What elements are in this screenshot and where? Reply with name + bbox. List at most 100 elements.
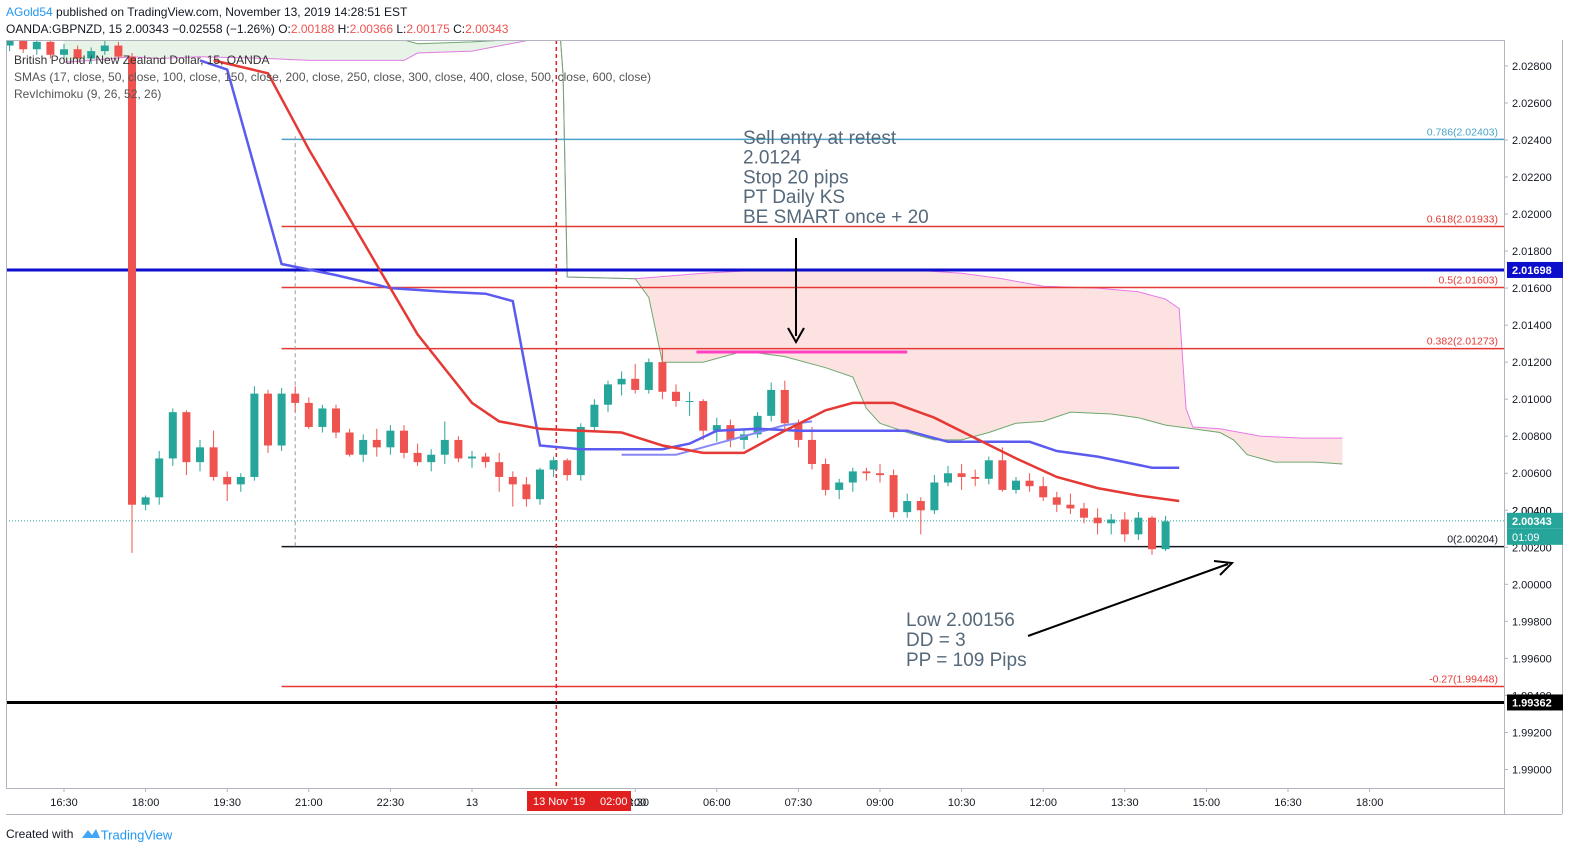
annotation-line: Stop 20 pips bbox=[743, 167, 849, 188]
time-tick-label: 09:00 bbox=[866, 797, 894, 809]
candle-body bbox=[672, 391, 680, 402]
candle-body bbox=[495, 462, 504, 477]
current-price-label: 2.00343 bbox=[1507, 512, 1563, 529]
sma-red-line bbox=[213, 59, 1180, 503]
candle-body bbox=[73, 49, 82, 59]
price-axis: 2.02800 2.02600 2.02400 2.02200 2.02000 2.018… bbox=[1504, 61, 1563, 776]
candle bbox=[780, 380, 789, 429]
level-price-label: 1.99362 bbox=[1507, 694, 1563, 711]
symbol-name[interactable]: OANDA:GBPNZD, 15 bbox=[6, 22, 123, 36]
candle-body bbox=[87, 51, 96, 59]
candle-body bbox=[536, 469, 544, 500]
price-change: −0.02558 (−1.26%) bbox=[172, 22, 275, 36]
candle-body bbox=[196, 447, 204, 463]
tradingview-logo-icon bbox=[81, 827, 101, 842]
candle-body bbox=[1161, 521, 1170, 550]
time-tick-label: 22:30 bbox=[377, 797, 405, 809]
price-label-text: 1.99362 bbox=[1512, 697, 1552, 709]
smas-legend[interactable]: SMAs (17, close, 50, close, 100, close, … bbox=[14, 70, 652, 84]
candle-body bbox=[6, 40, 14, 46]
candle bbox=[345, 428, 354, 457]
candle bbox=[1120, 512, 1129, 542]
candle bbox=[468, 451, 476, 468]
candle-body bbox=[318, 408, 327, 427]
price-tick-label: 2.01600 bbox=[1512, 283, 1552, 295]
instrument-legend[interactable]: British Pound / New Zealand Dollar, 15, … bbox=[14, 53, 270, 67]
candle-body bbox=[658, 362, 667, 392]
early-cloud-top-line bbox=[402, 40, 515, 45]
price-tick-label: 2.02800 bbox=[1512, 61, 1552, 73]
candle bbox=[209, 430, 218, 481]
candle-body bbox=[576, 426, 585, 476]
candle bbox=[1039, 476, 1048, 502]
candle bbox=[359, 434, 368, 463]
price-tick-label: 2.02600 bbox=[1512, 98, 1552, 110]
candle bbox=[1161, 515, 1170, 552]
candle-body bbox=[264, 393, 272, 446]
candle bbox=[930, 475, 939, 514]
candle-body bbox=[549, 460, 558, 470]
arrow-up-line bbox=[1027, 563, 1229, 637]
candle-body bbox=[359, 439, 368, 455]
candle bbox=[726, 419, 735, 448]
candle bbox=[617, 371, 626, 396]
early-cloud bbox=[64, 40, 531, 63]
annotation-line: BE SMART once + 20 bbox=[743, 207, 929, 228]
candle bbox=[984, 456, 993, 485]
sma-blue-line bbox=[199, 59, 1180, 469]
arrow-down-icon bbox=[787, 327, 805, 345]
candle-body bbox=[508, 476, 517, 485]
candle bbox=[590, 399, 599, 433]
level-price-label: 2.01698 bbox=[1507, 261, 1563, 278]
time-tick-label: 18:00 bbox=[1356, 797, 1384, 809]
price-label-box bbox=[1507, 261, 1563, 278]
cursor-date-text: 13 Nov '19 bbox=[533, 796, 585, 808]
price-tick-label: 1.99200 bbox=[1512, 727, 1552, 739]
last-price: 2.00343 bbox=[125, 22, 169, 36]
fib-level-label: 0.786(2.02403) bbox=[1427, 126, 1498, 138]
author-link[interactable]: AGold54 bbox=[6, 5, 53, 19]
candle-body bbox=[304, 402, 313, 427]
candle-body bbox=[46, 41, 55, 55]
candle-body bbox=[128, 56, 136, 505]
candle-body bbox=[468, 456, 476, 459]
price-tick-label: 1.99600 bbox=[1512, 653, 1552, 665]
annotation-line: DD = 3 bbox=[906, 630, 966, 651]
candle bbox=[372, 428, 381, 457]
candle bbox=[604, 380, 612, 413]
price-label-text: 2.00343 bbox=[1512, 516, 1552, 528]
high-label: H: bbox=[337, 22, 350, 36]
time-tick-label: 13 bbox=[466, 797, 478, 809]
candle-body bbox=[984, 460, 993, 479]
plot-area: 0.786(2.02403) 0.618(2.01933) 0.5(2.01603)… bbox=[6, 40, 1504, 788]
candle bbox=[128, 52, 136, 553]
candle-body bbox=[685, 401, 694, 403]
price-tick-label: 2.00600 bbox=[1512, 468, 1552, 480]
candle bbox=[277, 388, 286, 452]
candle bbox=[46, 40, 55, 59]
candle bbox=[522, 476, 531, 507]
candle-body bbox=[1148, 517, 1156, 550]
candle-body bbox=[372, 439, 381, 448]
fib-level-label: 0.618(2.01933) bbox=[1427, 213, 1498, 225]
price-tick-label: 2.01400 bbox=[1512, 320, 1552, 332]
candle bbox=[400, 425, 408, 459]
candle-body bbox=[345, 432, 354, 455]
candle-body bbox=[60, 49, 68, 55]
ichimoku-legend[interactable]: RevIchimoku (9, 26, 52, 26) bbox=[14, 87, 162, 101]
tradingview-brand[interactable]: TradingView bbox=[100, 827, 173, 843]
low-label: L: bbox=[396, 22, 407, 36]
price-label-text: 2.01698 bbox=[1512, 265, 1552, 277]
candle bbox=[767, 382, 776, 422]
candle-body bbox=[277, 393, 286, 446]
candle-body bbox=[100, 45, 109, 52]
candle bbox=[1012, 476, 1020, 494]
candle bbox=[889, 469, 898, 518]
early-cloud-bottom-line bbox=[63, 40, 533, 63]
cursor-time-text: 02:00 bbox=[600, 796, 628, 808]
candle bbox=[427, 449, 436, 472]
annotation-line: Low 2.00156 bbox=[906, 610, 1015, 631]
candle-body bbox=[413, 452, 422, 463]
time-tick-label: 13:30 bbox=[1111, 797, 1139, 809]
